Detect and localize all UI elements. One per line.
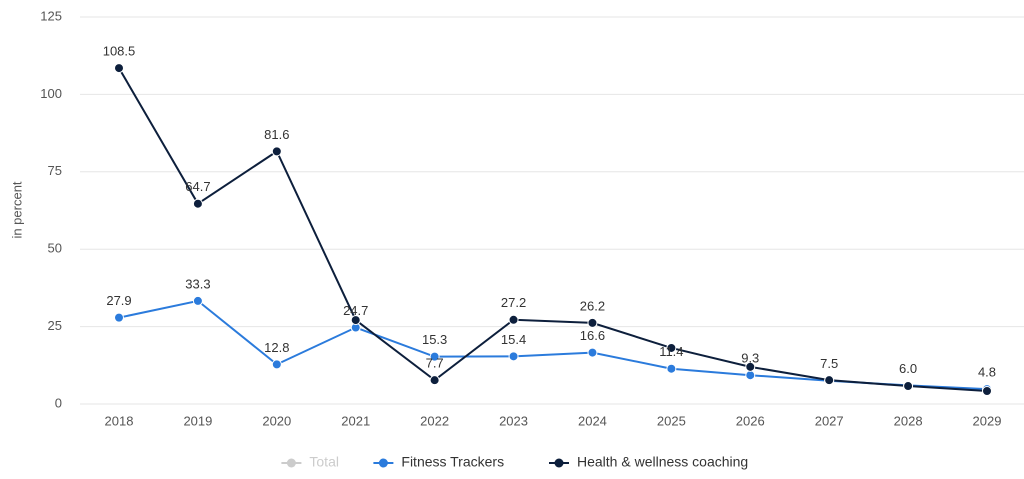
data-label: 16.6 — [580, 328, 605, 343]
data-point — [903, 381, 914, 392]
data-label: 7.7 — [426, 356, 444, 371]
legend-marker — [286, 458, 296, 468]
y-tick-label: 50 — [48, 241, 62, 256]
x-tick-label: 2026 — [736, 413, 765, 428]
y-axis-label: in percent — [9, 181, 24, 238]
y-tick-label: 0 — [55, 395, 62, 410]
data-label: 81.6 — [264, 127, 289, 142]
data-point — [114, 63, 124, 74]
data-label: 11.4 — [659, 344, 683, 359]
data-label: 15.3 — [422, 332, 447, 347]
data-label: 108.5 — [103, 44, 136, 59]
data-point — [587, 347, 598, 358]
data-label: 24.7 — [343, 303, 368, 318]
data-label: 15.4 — [501, 332, 526, 347]
y-tick-label: 100 — [40, 86, 62, 101]
data-point — [666, 363, 677, 374]
y-tick-label: 75 — [48, 163, 62, 178]
x-tick-label: 2028 — [894, 413, 923, 428]
data-label: 12.8 — [264, 340, 289, 355]
series-line — [118, 67, 988, 392]
data-point — [192, 198, 203, 209]
data-point — [666, 342, 677, 353]
x-tick-label: 2027 — [815, 413, 844, 428]
x-tick-label: 2019 — [183, 413, 212, 428]
legend-label: Total — [309, 454, 339, 470]
data-point — [271, 359, 282, 370]
y-tick-label: 25 — [48, 318, 62, 333]
data-point — [350, 315, 361, 326]
data-point — [114, 312, 124, 323]
data-point — [824, 375, 835, 386]
data-label: 27.9 — [106, 293, 131, 308]
data-label: 26.2 — [580, 298, 605, 313]
data-label: 64.7 — [185, 179, 210, 194]
x-tick-label: 2018 — [105, 413, 134, 428]
data-label: 33.3 — [185, 276, 210, 291]
y-tick-label: 125 — [40, 8, 62, 23]
data-label: 4.8 — [978, 365, 996, 380]
legend-item[interactable]: Fitness Trackers — [373, 454, 504, 470]
x-tick-label: 2029 — [973, 413, 1002, 428]
x-tick-label: 2024 — [578, 413, 607, 428]
data-point — [587, 317, 598, 328]
legend-label: Health & wellness coaching — [577, 454, 748, 470]
x-tick-label: 2022 — [420, 413, 449, 428]
data-label: 7.5 — [820, 356, 838, 371]
data-label: 27.2 — [501, 295, 526, 310]
data-point — [429, 375, 440, 386]
data-point — [508, 314, 519, 325]
data-label: 9.3 — [741, 351, 759, 366]
data-point — [745, 370, 756, 381]
data-point — [429, 351, 440, 362]
legend-marker — [378, 458, 388, 468]
x-tick-label: 2023 — [499, 413, 528, 428]
legend-item[interactable]: Health & wellness coaching — [549, 454, 748, 470]
x-tick-label: 2021 — [341, 413, 370, 428]
data-label: 6.0 — [899, 361, 917, 376]
data-point — [271, 146, 282, 157]
x-tick-label: 2020 — [262, 413, 291, 428]
legend-label: Fitness Trackers — [401, 454, 504, 470]
data-point — [508, 351, 519, 362]
legend-item[interactable]: Total — [281, 454, 339, 470]
x-tick-label: 2025 — [657, 413, 686, 428]
legend-marker — [554, 458, 564, 468]
data-point — [192, 295, 203, 306]
series-line — [118, 299, 988, 391]
data-point — [745, 361, 756, 372]
data-point — [982, 385, 992, 396]
